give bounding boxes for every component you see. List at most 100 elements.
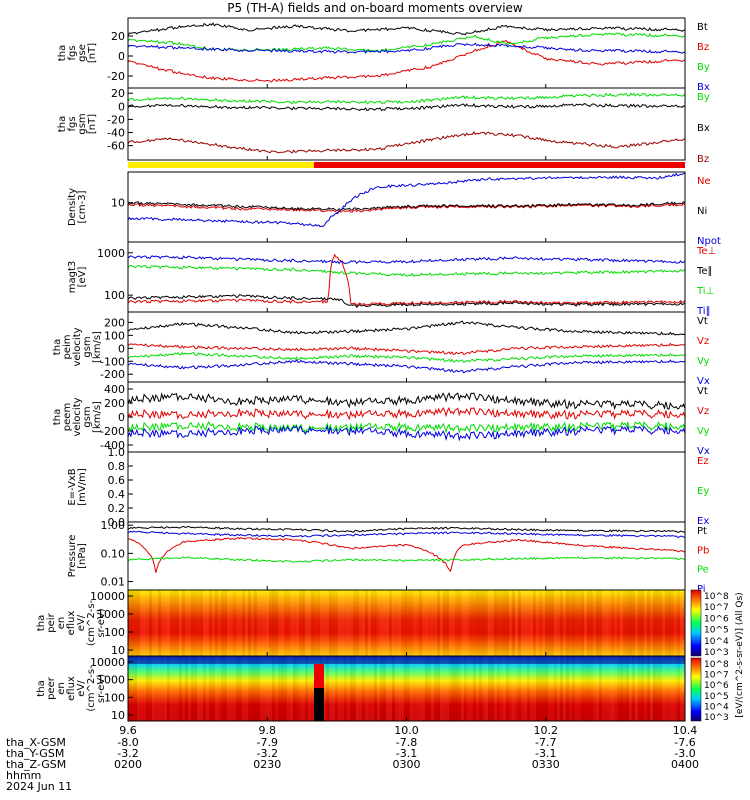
- spectrogram-texture: [392, 656, 395, 721]
- spectrogram-texture: [446, 590, 449, 656]
- spectrogram-texture: [545, 656, 548, 721]
- spectrogram-texture: [266, 590, 269, 656]
- y-axis-label: gse: [77, 44, 88, 62]
- spectrogram-texture: [410, 656, 413, 721]
- panel-fgs-gse: 20 0 -20 tha fgs gse [nT]: [57, 17, 686, 89]
- ephemeris-value: 0300: [393, 758, 421, 771]
- spectrogram-texture: [575, 590, 578, 656]
- spectrogram-texture: [263, 590, 266, 656]
- ephemeris-value: -3.1: [396, 747, 417, 760]
- spectrogram-texture: [281, 656, 284, 721]
- spectrogram-texture: [464, 590, 467, 656]
- legend-pressure-Pi: Pi: [697, 584, 706, 595]
- y-tick-label: -200: [100, 368, 125, 381]
- y-axis-label: Density: [67, 188, 78, 226]
- spectrogram-texture: [179, 590, 182, 656]
- spectrogram-texture: [365, 590, 368, 656]
- spectrogram-texture: [173, 656, 176, 721]
- spectrogram-texture: [413, 656, 416, 721]
- spectrogram-texture: [203, 590, 206, 656]
- y-axis-label: E=-VxB: [67, 468, 78, 505]
- colorbar-tick: 10^4: [704, 702, 729, 712]
- y-tick-label: 100: [104, 691, 125, 704]
- spectrogram-texture: [587, 656, 590, 721]
- spectrogram-texture: [194, 656, 197, 721]
- spectrogram-texture: [416, 590, 419, 656]
- series-peem-velocity-Vy: [127, 420, 686, 434]
- spectrogram-texture: [416, 656, 419, 721]
- spectrogram-texture: [599, 656, 602, 721]
- spectrogram-texture: [359, 656, 362, 721]
- spectrogram-texture: [173, 590, 176, 656]
- spectrogram-texture: [200, 590, 203, 656]
- legend-fgs-gse-Bz: Bz: [697, 42, 709, 53]
- spectrogram-texture: [626, 590, 629, 656]
- series-density-Npot: [127, 172, 686, 228]
- y-axis-label: gsm: [82, 336, 93, 357]
- spectrogram-texture: [149, 656, 152, 721]
- spectrogram-texture: [494, 656, 497, 721]
- spectrogram-texture: [521, 590, 524, 656]
- spectrogram-texture: [494, 590, 497, 656]
- spectrogram-texture: [152, 656, 155, 721]
- y-tick-label: 10000: [90, 656, 125, 669]
- spectrogram-texture: [233, 656, 236, 721]
- spectrogram-gap-top: [314, 664, 324, 688]
- spectrogram-texture: [641, 656, 644, 721]
- spectrogram-texture: [602, 656, 605, 721]
- spectrogram-texture: [398, 656, 401, 721]
- ephemeris-value: -3.2: [257, 747, 278, 760]
- spectrogram-texture: [377, 656, 380, 721]
- spectrogram-texture: [197, 590, 200, 656]
- spectrogram-texture: [269, 656, 272, 721]
- spectrogram-texture: [401, 656, 404, 721]
- spectrogram-texture: [563, 656, 566, 721]
- x-tick-label: 10.4: [673, 724, 698, 737]
- spectrogram-texture: [218, 590, 221, 656]
- spectrogram-texture: [389, 590, 392, 656]
- y-tick-label: -400: [100, 439, 125, 452]
- spectrogram-texture: [293, 590, 296, 656]
- legend-density-Ne: Ne: [697, 176, 711, 187]
- spectrogram-texture: [248, 656, 251, 721]
- spectrogram-texture: [590, 590, 593, 656]
- spectrogram-texture: [632, 590, 635, 656]
- spectrogram-texture: [149, 590, 152, 656]
- spectrogram-texture: [668, 590, 671, 656]
- spectrogram-texture: [167, 590, 170, 656]
- spectrogram-texture: [341, 656, 344, 721]
- spectrogram-texture: [272, 656, 275, 721]
- spectrogram-texture: [422, 656, 425, 721]
- spectrogram-texture: [176, 590, 179, 656]
- ephemeris-value: 0400: [671, 758, 699, 771]
- spectrogram-texture: [398, 590, 401, 656]
- spectrogram-texture: [425, 656, 428, 721]
- spectrogram-texture: [464, 656, 467, 721]
- spectrogram-texture: [533, 656, 536, 721]
- series-temperature-Te⊥: [127, 253, 686, 307]
- spectrogram-texture: [164, 656, 167, 721]
- spectrogram-texture: [191, 590, 194, 656]
- panel-frame: [127, 87, 686, 161]
- series-temperature-Te∥: [127, 294, 686, 308]
- series-peim-velocity-Vx: [127, 359, 686, 374]
- spectrogram-texture: [254, 656, 257, 721]
- legend-fgs-gsm-Bx: Bx: [697, 123, 710, 134]
- spectrogram-texture: [326, 656, 329, 721]
- spectrogram-texture: [677, 656, 680, 721]
- spectrogram-texture: [671, 590, 674, 656]
- spectrogram-texture: [362, 656, 365, 721]
- spectrogram-texture: [155, 590, 158, 656]
- spectrogram-texture: [590, 656, 593, 721]
- spectrogram-texture: [566, 656, 569, 721]
- spectrogram-texture: [500, 590, 503, 656]
- spectrogram-texture: [356, 590, 359, 656]
- spectrogram-texture: [662, 590, 665, 656]
- spectrogram-texture: [221, 656, 224, 721]
- colorbar-tick: 10^5: [704, 626, 729, 636]
- colorbar-tick: 10^4: [704, 637, 729, 647]
- y-axis-label: gsm: [77, 113, 88, 134]
- spectrogram-texture: [335, 656, 338, 721]
- spectrogram-texture: [677, 590, 680, 656]
